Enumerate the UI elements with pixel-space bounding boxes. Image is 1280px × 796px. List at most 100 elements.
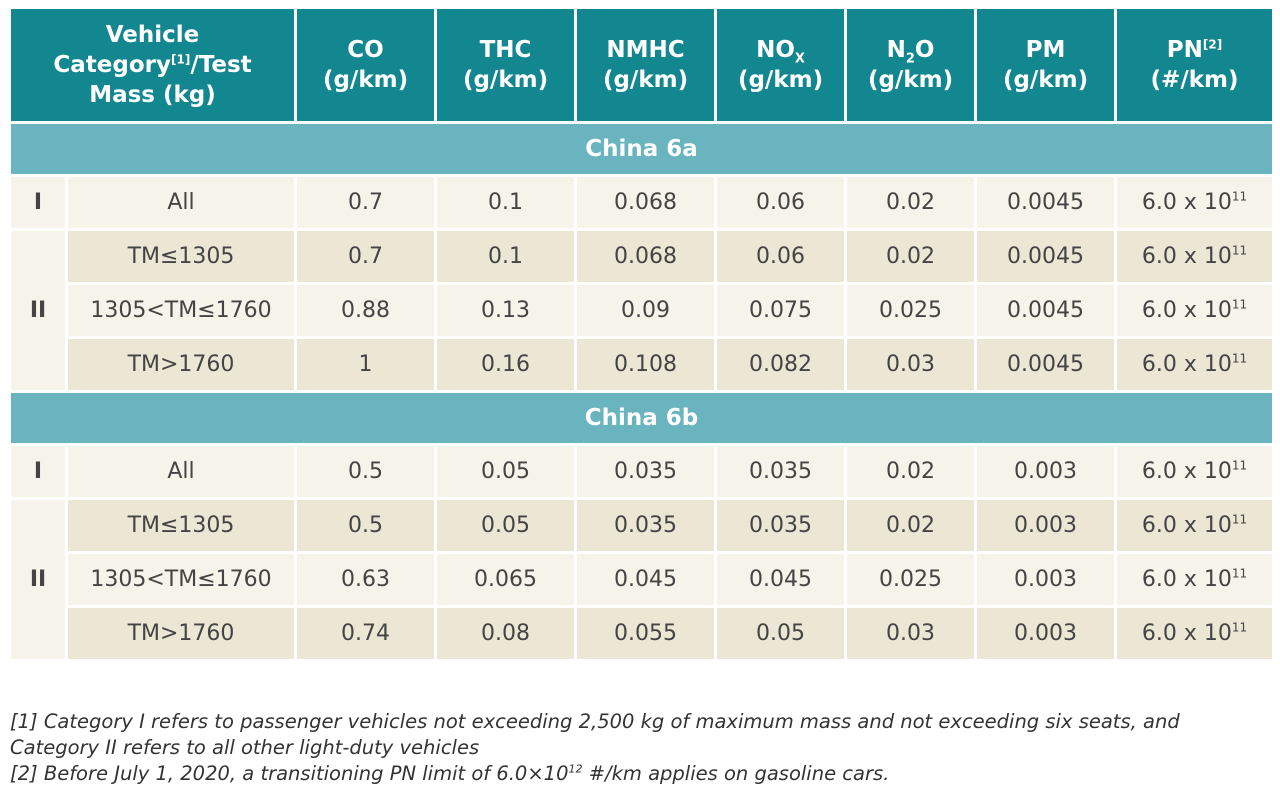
- table-row: 1305<TM≤1760 0.88 0.13 0.09 0.075 0.025 0.0045…: [10, 282, 1276, 339]
- pm-cell: 0.003: [974, 443, 1118, 500]
- pn-exponent: 11: [1231, 458, 1248, 473]
- table-row: 1305<TM≤1760 0.63 0.065 0.045 0.045 0.025 0.00…: [10, 551, 1276, 608]
- pm-cell: 0.003: [974, 551, 1118, 608]
- n2o-cell: 0.025: [844, 551, 978, 608]
- header-nox: NOX (g/km): [714, 6, 848, 124]
- pn-cell: 6.0 x 1011: [1114, 443, 1276, 500]
- pn-exponent: 11: [1231, 566, 1248, 581]
- co-cell: 0.88: [294, 282, 438, 339]
- table-row: I All 0.5 0.05 0.035 0.035 0.02 0.003 6.0 x 1011: [8, 443, 1276, 500]
- pn-cell: 6.0 x 1011: [1114, 551, 1276, 608]
- nmhc-cell: 0.108: [574, 336, 718, 393]
- header-n2o: N2O (g/km): [844, 6, 978, 124]
- emission-limits-table: Vehicle Category[1]/Test Mass (kg) CO (g/…: [7, 6, 1276, 662]
- n2o-cell: 0.02: [844, 443, 978, 500]
- nmhc-cell: 0.035: [574, 497, 718, 554]
- footnote-2-text: [2] Before July 1, 2020, a transitioning…: [10, 762, 569, 785]
- nmhc-cell: 0.09: [574, 282, 718, 339]
- test-mass-cell: TM≤1305: [64, 497, 298, 554]
- n2o-cell: 0.02: [844, 497, 978, 554]
- section-title: China 6b: [7, 390, 1276, 446]
- co-cell: 0.74: [294, 605, 438, 662]
- pm-cell: 0.003: [974, 605, 1118, 662]
- co-cell: 0.7: [294, 174, 438, 231]
- header-n2o-unit: (g/km): [867, 67, 954, 93]
- footnote-2-exponent: 12: [568, 762, 583, 776]
- pn-cell: 6.0 x 1011: [1114, 282, 1276, 339]
- pn-base: 6.0 x 10: [1141, 513, 1232, 538]
- header-pm-label: PM: [1025, 37, 1066, 63]
- nox-cell: 0.035: [714, 497, 848, 554]
- co-cell: 0.7: [294, 228, 438, 285]
- header-pn-label: PN: [1166, 37, 1203, 63]
- nmhc-cell: 0.068: [574, 228, 718, 285]
- pn-exponent: 11: [1231, 297, 1248, 312]
- table-row: TM>1760 1 0.16 0.108 0.082 0.03 0.0045 6.0 x 10…: [10, 336, 1276, 393]
- nmhc-cell: 0.068: [574, 174, 718, 231]
- n2o-cell: 0.02: [844, 228, 978, 285]
- test-mass-cell: All: [64, 443, 298, 500]
- table-row: II TM≤1305 0.7 0.1 0.068 0.06 0.02 0.0045 6.0 x …: [8, 228, 1276, 393]
- header-n2o-label-end: O: [914, 37, 935, 63]
- pn-base: 6.0 x 10: [1141, 190, 1232, 215]
- thc-cell: 0.1: [434, 174, 578, 231]
- pn-cell: 6.0 x 1011: [1114, 336, 1276, 393]
- nox-cell: 0.075: [714, 282, 848, 339]
- category-cell: I: [8, 174, 68, 231]
- table-row: II TM≤1305 0.5 0.05 0.035 0.035 0.02 0.003 6.0 x…: [8, 497, 1276, 662]
- thc-cell: 0.05: [434, 497, 578, 554]
- table-row: I All 0.7 0.1 0.068 0.06 0.02 0.0045 6.0 x 1011: [8, 174, 1276, 231]
- section-header-row: China 6b: [7, 390, 1276, 446]
- pm-cell: 0.003: [974, 497, 1118, 554]
- pn-base: 6.0 x 10: [1141, 459, 1232, 484]
- thc-cell: 0.065: [434, 551, 578, 608]
- header-co-label: CO: [347, 37, 384, 63]
- section-title: China 6a: [7, 121, 1276, 177]
- nmhc-cell: 0.035: [574, 443, 718, 500]
- pn-base: 6.0 x 10: [1141, 567, 1232, 592]
- footnote-ref-1: [1]: [170, 52, 191, 67]
- category-cell: II: [8, 497, 68, 662]
- category-cell: I: [8, 443, 68, 500]
- category-cell: II: [8, 228, 68, 393]
- nox-cell: 0.045: [714, 551, 848, 608]
- pm-cell: 0.0045: [974, 282, 1118, 339]
- header-category-line2: Category: [53, 52, 171, 78]
- header-n2o-label: N: [886, 37, 906, 63]
- test-mass-cell: 1305<TM≤1760: [64, 551, 298, 608]
- co-cell: 0.63: [294, 551, 438, 608]
- pn-base: 6.0 x 10: [1141, 244, 1232, 269]
- pn-exponent: 11: [1231, 351, 1248, 366]
- header-nox-unit: (g/km): [737, 67, 824, 93]
- nox-cell: 0.05: [714, 605, 848, 662]
- pn-base: 6.0 x 10: [1141, 621, 1232, 646]
- section-header-row: China 6a: [7, 121, 1276, 177]
- pn-cell: 6.0 x 1011: [1114, 605, 1276, 662]
- pn-exponent: 11: [1231, 512, 1248, 527]
- test-mass-cell: TM>1760: [64, 605, 298, 662]
- co-cell: 0.5: [294, 497, 438, 554]
- pn-cell: 6.0 x 1011: [1114, 174, 1276, 231]
- n2o-cell: 0.02: [844, 174, 978, 231]
- header-nmhc-unit: (g/km): [602, 67, 689, 93]
- pn-exponent: 11: [1231, 189, 1248, 204]
- thc-cell: 0.08: [434, 605, 578, 662]
- test-mass-cell: All: [64, 174, 298, 231]
- test-mass-cell: 1305<TM≤1760: [64, 282, 298, 339]
- header-n2o-sub: 2: [905, 51, 915, 67]
- footnotes: [1] Category I refers to passenger vehic…: [10, 709, 1272, 787]
- pn-base: 6.0 x 10: [1141, 352, 1232, 377]
- header-vehicle-category: Vehicle Category[1]/Test Mass (kg): [7, 6, 298, 124]
- header-co: CO (g/km): [294, 6, 438, 124]
- footnote-1: [1] Category I refers to passenger vehic…: [10, 710, 1180, 759]
- header-pm-unit: (g/km): [1002, 67, 1089, 93]
- pn-cell: 6.0 x 1011: [1114, 228, 1276, 285]
- header-nox-sub: X: [794, 51, 805, 67]
- nox-cell: 0.06: [714, 228, 848, 285]
- pm-cell: 0.0045: [974, 174, 1118, 231]
- thc-cell: 0.1: [434, 228, 578, 285]
- header-nmhc: NMHC (g/km): [574, 6, 718, 124]
- pm-cell: 0.0045: [974, 336, 1118, 393]
- header-category-line1: Vehicle: [105, 22, 200, 48]
- n2o-cell: 0.025: [844, 282, 978, 339]
